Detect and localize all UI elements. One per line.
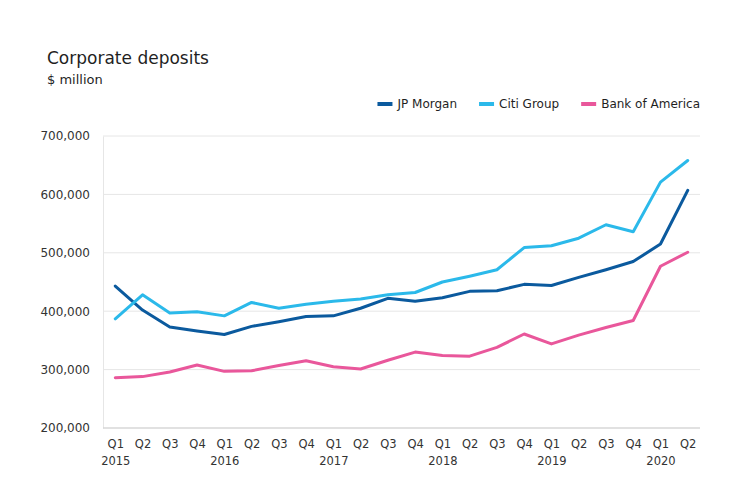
legend-label: Citi Group	[499, 97, 559, 111]
y-tick-label: 600,000	[40, 188, 90, 202]
x-tick: Q12016	[210, 428, 239, 468]
x-tick: Q4	[516, 428, 532, 451]
y-tick: 700,000	[40, 129, 103, 143]
x-tick: Q12018	[428, 428, 457, 468]
x-tick: Q3	[598, 428, 614, 451]
x-tick-label: Q2	[462, 437, 478, 451]
x-tick: Q2	[135, 428, 151, 451]
x-tick: Q12015	[101, 428, 130, 468]
x-tick-label: Q3	[598, 437, 614, 451]
x-tick-label: Q2	[571, 437, 587, 451]
x-tick-label: Q4	[407, 437, 423, 451]
legend-item: JP Morgan	[377, 97, 457, 111]
x-tick: Q2	[571, 428, 587, 451]
legend-swatch	[479, 102, 494, 106]
x-tick: Q4	[189, 428, 205, 451]
legend-swatch	[377, 102, 392, 106]
chart: Corporate deposits $ million 200,000 300,00…	[0, 0, 751, 500]
x-tick: Q2	[244, 428, 260, 451]
x-tick-label: Q12015	[101, 437, 130, 468]
x-tick-label: Q4	[189, 437, 205, 451]
x-tick: Q12019	[537, 428, 566, 468]
y-tick: 400,000	[40, 305, 103, 319]
y-tick: 500,000	[40, 246, 103, 260]
x-tick-label: Q3	[271, 437, 287, 451]
legend-item: Citi Group	[479, 97, 559, 111]
x-tick: Q12020	[646, 428, 675, 468]
x-tick: Q3	[162, 428, 178, 451]
y-tick-label: 500,000	[40, 246, 90, 260]
legend-label: JP Morgan	[396, 97, 457, 111]
x-tick-label: Q12019	[537, 437, 566, 468]
x-tick: Q4	[626, 428, 642, 451]
title: Corporate deposits	[47, 48, 209, 68]
x-tick: Q2	[462, 428, 478, 451]
grid-line	[103, 136, 700, 137]
x-tick: Q4	[298, 428, 314, 451]
lines	[115, 161, 687, 378]
x-axis-line	[103, 428, 700, 429]
x-tick: Q2	[680, 428, 696, 451]
x-tick: Q2	[353, 428, 369, 451]
series-line	[115, 161, 687, 319]
grid-line	[103, 369, 700, 370]
y-tick-label: 300,000	[40, 363, 90, 377]
x-tick: Q3	[380, 428, 396, 451]
x-tick-label: Q2	[244, 437, 260, 451]
x-tick-label: Q4	[626, 437, 642, 451]
x-tick-label: Q2	[353, 437, 369, 451]
x-tick-label: Q12020	[646, 437, 675, 468]
x-tick: Q4	[407, 428, 423, 451]
y-tick-label: 400,000	[40, 305, 90, 319]
x-tick-label: Q3	[489, 437, 505, 451]
series-line	[115, 252, 687, 378]
y-axis: 200,000 300,000 400,000 500,000 600,000 700,0…	[40, 129, 103, 435]
legend-swatch	[581, 102, 596, 106]
y-axis-line	[103, 137, 104, 429]
y-tick-label: 200,000	[40, 421, 90, 435]
x-tick-label: Q4	[298, 437, 314, 451]
grid-line	[103, 428, 700, 429]
x-tick-label: Q3	[380, 437, 396, 451]
grid-line	[103, 252, 700, 253]
x-tick: Q3	[489, 428, 505, 451]
grid-line	[103, 194, 700, 195]
x-tick-label: Q3	[162, 437, 178, 451]
legend: JP Morgan Citi Group Bank of America	[377, 97, 700, 111]
subtitle: $ million	[47, 72, 103, 87]
x-tick: Q12017	[319, 428, 348, 468]
y-tick: 300,000	[40, 363, 103, 377]
x-tick-label: Q2	[135, 437, 151, 451]
y-tick: 600,000	[40, 188, 103, 202]
x-tick-label: Q12017	[319, 437, 348, 468]
grid	[103, 136, 700, 428]
x-tick-label: Q2	[680, 437, 696, 451]
legend-label: Bank of America	[601, 97, 700, 111]
x-tick: Q3	[271, 428, 287, 451]
x-tick-label: Q4	[516, 437, 532, 451]
x-axis: Q12015 Q2 Q3 Q4 Q12016 Q2 Q3 Q4 Q12017 Q2 Q3 Q4 Q120…	[101, 428, 700, 468]
x-tick-label: Q12018	[428, 437, 457, 468]
x-tick-label: Q12016	[210, 437, 239, 468]
y-tick: 200,000	[40, 421, 103, 435]
y-tick-label: 700,000	[40, 129, 90, 143]
legend-item: Bank of America	[581, 97, 700, 111]
